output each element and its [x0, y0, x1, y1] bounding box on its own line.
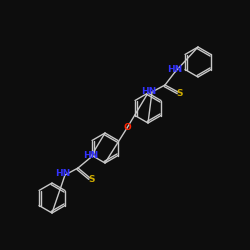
Text: O: O	[123, 124, 131, 132]
Text: HN: HN	[56, 170, 71, 178]
Text: HN: HN	[168, 66, 182, 74]
Text: S: S	[89, 176, 95, 184]
Text: HN: HN	[142, 88, 156, 96]
Text: HN: HN	[84, 152, 98, 160]
Text: S: S	[177, 88, 183, 98]
